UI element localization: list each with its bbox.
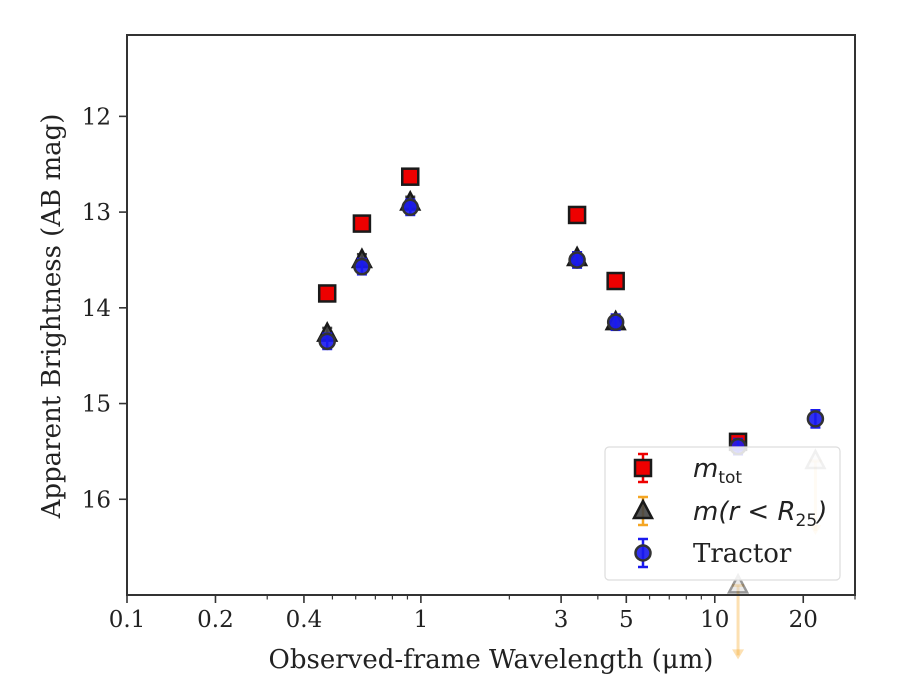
y-tick-label: 12 bbox=[82, 104, 111, 130]
y-tick-label: 15 bbox=[82, 392, 111, 418]
marker-circle bbox=[353, 257, 371, 276]
upper-limit-marker bbox=[726, 572, 750, 594]
legend-marker-circle bbox=[634, 544, 652, 562]
x-tick-label: 0.1 bbox=[109, 607, 146, 633]
plot-frame bbox=[126, 34, 856, 596]
marker-square bbox=[400, 167, 420, 186]
legend-marker-triangle bbox=[631, 498, 655, 520]
marker-circle bbox=[568, 251, 586, 269]
marker-circle bbox=[318, 332, 336, 351]
x-tick-label: 1 bbox=[414, 607, 429, 633]
x-tick-label: 0.4 bbox=[286, 607, 323, 633]
marker-circle bbox=[401, 198, 419, 217]
x-tick-label: 10 bbox=[700, 607, 729, 633]
marker-circle bbox=[606, 313, 625, 331]
legend-box bbox=[604, 446, 841, 581]
x-tick-label: 5 bbox=[619, 607, 634, 633]
y-axis-label: Apparent Brightness (AB mag) bbox=[37, 114, 67, 520]
y-tick-label: 16 bbox=[82, 487, 111, 513]
legend-label: m(r < R25) bbox=[693, 497, 827, 531]
x-tick-label: 3 bbox=[554, 607, 569, 633]
y-tick-label: 13 bbox=[82, 200, 111, 226]
marker-square bbox=[317, 284, 337, 303]
marker-square bbox=[606, 271, 625, 291]
x-tick-label: 20 bbox=[789, 607, 818, 633]
legend: mtot m(r < R25) Tractor bbox=[604, 446, 841, 581]
x-tick-label: 0.2 bbox=[197, 607, 234, 633]
upper-limit-arrowhead bbox=[732, 649, 745, 660]
legend-label: Tractor bbox=[693, 539, 792, 569]
legend-label: mtot bbox=[693, 454, 742, 488]
x-axis-label: Observed-frame Wavelength (μm) bbox=[269, 645, 714, 675]
data-points bbox=[316, 167, 827, 660]
y-tick-label: 14 bbox=[82, 296, 111, 322]
marker-circle bbox=[806, 410, 825, 428]
marker-square bbox=[567, 205, 587, 225]
marker-square bbox=[352, 214, 372, 233]
legend-marker-square bbox=[633, 458, 653, 478]
